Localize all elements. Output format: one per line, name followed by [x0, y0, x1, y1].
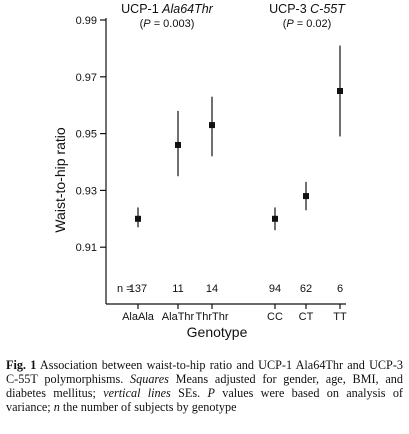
caption-figure-number: Fig. 1	[6, 358, 37, 372]
panel-p-value-ucp1: (P = 0.003)	[140, 18, 195, 30]
panel-title-variant: Ala64Thr	[161, 2, 214, 16]
y-axis: 0.91 0.93 0.95 0.97 0.99	[76, 15, 107, 304]
x-tick-label: CC	[267, 311, 283, 323]
mean-marker-square	[303, 193, 309, 200]
y-tick-label: 0.91	[76, 242, 97, 254]
panel-title-prefix: UCP-1	[121, 2, 162, 16]
n-label: 11	[172, 283, 183, 295]
n-prefix-label: n =	[117, 283, 133, 295]
waist-to-hip-chart: UCP-1 Ala64Thr(P = 0.003)UCP-3 C-55T(P =…	[52, 2, 347, 340]
p-value: = 0.003)	[151, 18, 195, 30]
x-tick-label: AlaThr	[162, 311, 195, 323]
mean-marker-square	[209, 122, 215, 129]
figure-caption: Fig. 1 Association between waist-to-hip …	[6, 358, 403, 414]
mean-marker-square	[337, 88, 343, 94]
x-tick-label: ThrThr	[196, 311, 229, 323]
mean-marker-square	[135, 215, 141, 222]
n-label: 6	[337, 283, 343, 295]
panel-p-value-ucp3: (P = 0.02)	[283, 18, 332, 30]
caption-text-5: the number of subjects by genotype	[59, 400, 237, 414]
panel-title-ucp3: UCP-3 C-55T	[269, 2, 346, 16]
panel-titles: UCP-1 Ala64Thr(P = 0.003)UCP-3 C-55T(P =…	[121, 2, 346, 30]
n-label: 94	[269, 283, 281, 295]
panel-title-ucp1: UCP-1 Ala64Thr	[121, 2, 214, 16]
caption-text-2: Means adjusted for gender, age, BMI, and…	[6, 372, 403, 400]
mean-marker-square	[272, 215, 278, 222]
caption-text-1: Association between waist-to-hip ratio a…	[6, 358, 403, 386]
caption-text-3: SEs.	[170, 386, 208, 400]
panel-title-variant: C-55T	[310, 2, 346, 16]
caption-term-p: P	[207, 386, 215, 400]
p-paren-open: (	[283, 18, 287, 30]
p-value: = 0.02)	[294, 18, 332, 30]
figure: UCP-1 Ala64Thr (P = 0.003) UCP-3 C-55T (P =…	[52, 2, 347, 340]
caption-term-vertical-lines: vertical lines	[103, 386, 171, 400]
data-marks	[135, 45, 343, 231]
y-axis-title: Waist-to-hip ratio	[52, 127, 68, 233]
p-paren-open: (	[140, 18, 144, 30]
x-axis-title: Genotype	[187, 324, 248, 340]
p-symbol: P	[286, 18, 294, 30]
panel-title-prefix: UCP-3	[269, 2, 310, 16]
y-tick-label: 0.93	[76, 185, 97, 197]
x-tick-label: CT	[299, 311, 314, 323]
x-axis: n = AlaAla 137 AlaThr 11 ThrThr 14 CC 94 CT 62 TT 6	[106, 283, 347, 323]
caption-text-4: values were based on analysis of varianc…	[6, 386, 403, 414]
y-tick-label: 0.97	[76, 72, 97, 84]
caption-term-n: n	[53, 400, 60, 414]
n-label: 137	[129, 283, 147, 295]
x-tick-label: AlaAla	[122, 311, 155, 323]
caption-term-squares: Squares	[130, 372, 169, 386]
n-label: 62	[300, 283, 312, 295]
y-tick-label: 0.99	[76, 15, 97, 27]
p-symbol: P	[143, 18, 151, 30]
y-tick-label: 0.95	[76, 129, 97, 141]
mean-marker-square	[175, 141, 181, 148]
x-tick-label: TT	[333, 311, 347, 323]
n-label: 14	[206, 283, 218, 295]
